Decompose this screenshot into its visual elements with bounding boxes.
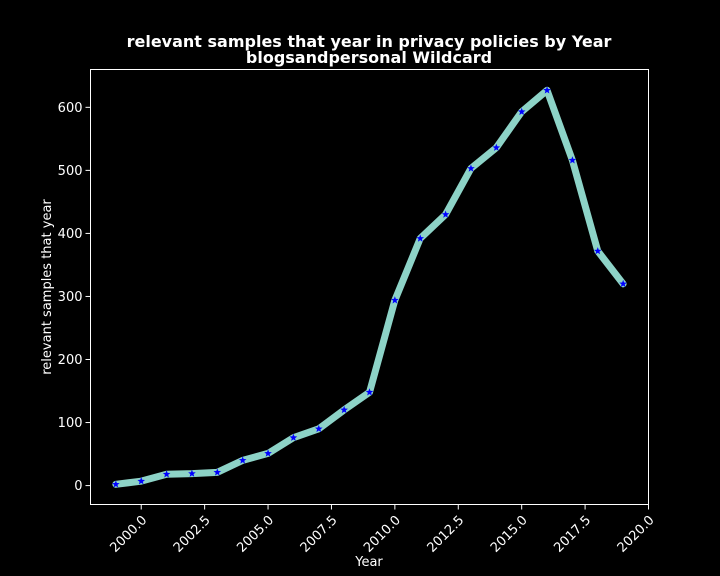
data-point-marker [593,247,602,255]
data-point-marker [543,86,551,94]
y-tick-label: 500 [58,164,83,179]
series-line [112,86,627,488]
data-point-marker [568,156,577,164]
data-point-marker [619,279,627,288]
y-tick-label: 200 [58,353,83,368]
data-point-marker [238,456,247,464]
x-tick-label: 2000.0 [107,513,150,556]
data-point-marker [391,296,399,304]
data-point-marker [467,164,475,172]
data-point-marker [112,480,120,488]
data-point-marker [213,468,222,476]
x-axis-label: Year [354,555,383,570]
y-axis-label: relevant samples that year [40,199,55,375]
x-tick-label: 2005.0 [234,513,277,556]
y-tick-label: 100 [58,416,83,431]
data-point-marker [162,470,171,478]
axis-ticks: 2000.0 2002.5 2005.0 2007.5 2010.0 2012.5 2015… [58,101,658,556]
x-tick-label: 2002.5 [171,513,214,556]
x-tick-label: 2007.5 [298,513,341,556]
x-tick-label: 2015.0 [488,513,531,556]
data-point-marker [365,388,374,396]
y-tick-label: 400 [58,227,83,242]
data-point-marker [314,424,323,433]
data-point-marker [289,433,298,441]
data-point-marker [517,107,526,115]
data-point-marker [264,449,272,457]
x-tick-label: 2017.5 [551,513,594,556]
data-point-marker [188,469,196,477]
y-tick-label: 600 [58,101,83,116]
chart-title: relevant samples that year in privacy po… [127,32,612,51]
data-point-marker [492,143,501,151]
y-tick-label: 0 [74,479,82,494]
data-point-marker [416,234,425,242]
data-point-marker [441,210,450,218]
series-group [112,86,627,488]
plot-frame [90,69,649,505]
y-tick-label: 300 [58,290,83,305]
x-tick-label: 2010.0 [361,513,404,556]
data-point-marker [137,477,146,485]
x-tick-label: 2012.5 [425,513,468,556]
chart-subtitle: blogsandpersonal Wildcard [246,48,492,67]
x-tick-label: 2020.0 [615,513,658,556]
data-point-marker [340,405,348,414]
